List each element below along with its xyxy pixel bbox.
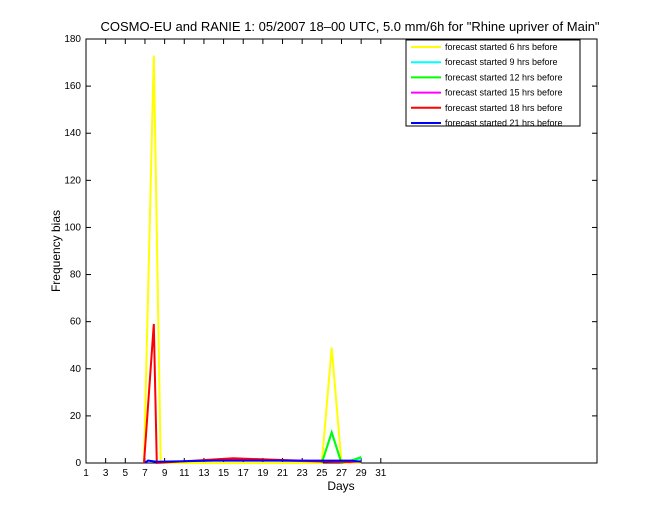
y-tick-label: 60 [70, 317, 82, 328]
legend-entry-5: forecast started 18 hrs before [445, 103, 563, 113]
y-tick-label: 160 [64, 81, 81, 92]
legend-entry-3: forecast started 12 hrs before [445, 72, 563, 82]
y-tick-label: 80 [70, 270, 82, 281]
x-tick-label: 13 [198, 468, 210, 479]
x-tick-label: 3 [103, 468, 109, 479]
legend-box [405, 39, 581, 127]
y-tick-label: 140 [64, 128, 81, 139]
y-tick-label: 0 [75, 458, 81, 469]
y-tick-label: 120 [64, 175, 81, 186]
x-tick-label: 1 [83, 468, 89, 479]
y-tick-label: 40 [70, 364, 82, 375]
x-tick-label: 19 [257, 468, 269, 479]
legend-entry-4: forecast started 15 hrs before [445, 88, 563, 98]
series-line-6 [144, 459, 362, 464]
legend-entry-1: forecast started 6 hrs before [445, 42, 558, 52]
series-layer [143, 55, 362, 465]
y-tick-label: 100 [64, 222, 81, 233]
x-tick-label: 15 [218, 468, 230, 479]
chart-title: COSMO-EU and RANIE 1: 05/2007 18–00 UTC,… [100, 19, 599, 34]
y-axis: 0 20 40 60 80 100 120 140 160 180 [64, 34, 597, 469]
legend-entry-6: forecast started 21 hrs before [445, 118, 563, 128]
x-axis-label: Days [327, 479, 354, 493]
x-tick-label: 23 [297, 468, 309, 479]
x-axis: 1 3 5 7 9 11 13 15 17 19 21 23 25 27 29 31 [83, 39, 387, 479]
x-tick-label: 7 [142, 468, 148, 479]
x-tick-label: 11 [179, 468, 190, 479]
y-tick-label: 180 [64, 34, 81, 45]
series-line-3 [320, 429, 362, 465]
x-tick-label: 9 [162, 468, 168, 479]
x-tick-label: 17 [238, 468, 250, 479]
x-tick-label: 25 [316, 468, 328, 479]
series-line-5 [143, 323, 352, 465]
legend-entry-2: forecast started 9 hrs before [445, 57, 558, 67]
x-tick-label: 29 [356, 468, 368, 479]
x-tick-label: 31 [375, 468, 387, 479]
x-tick-label: 5 [123, 468, 129, 479]
legend: forecast started 6 hrs before forecast st… [405, 39, 581, 128]
x-tick-label: 21 [277, 468, 289, 479]
x-tick-label: 27 [336, 468, 348, 479]
y-axis-label: Frequency bias [49, 210, 63, 292]
y-tick-label: 20 [70, 411, 82, 422]
